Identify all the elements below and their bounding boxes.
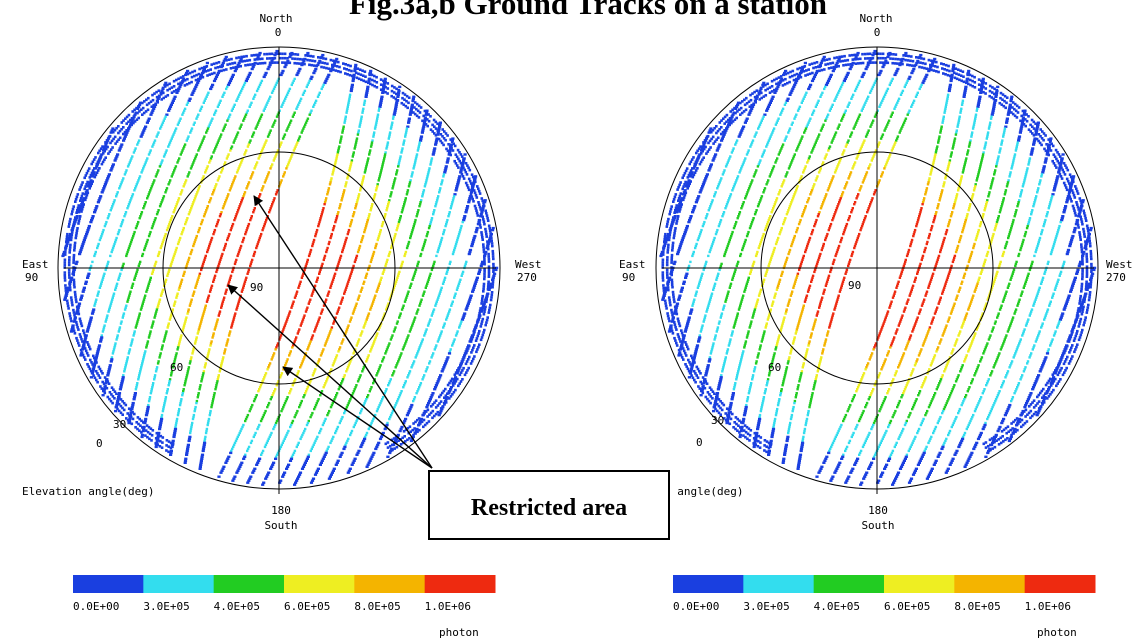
ring-label-90-a: 90: [250, 281, 263, 294]
colorbar-tick-label: 6.0E+05: [284, 600, 330, 613]
ring-label-90-b: 90: [848, 279, 861, 292]
colorbar-segment: [284, 575, 355, 593]
callout-arrow-1: [253, 195, 433, 469]
figure-title: Fig.3a,b Ground Tracks on a station: [349, 0, 827, 21]
polar-plot-a: North 0 East 90 West 270 180 South 90 60…: [22, 12, 542, 639]
colorbar-tick-label: 1.0E+06: [425, 600, 471, 613]
east-label-a: East: [22, 258, 49, 271]
colorbar-segment: [813, 575, 885, 593]
colorbar-segment: [1024, 575, 1096, 593]
east-label-b: East: [619, 258, 646, 271]
west-label-b: West: [1106, 258, 1133, 271]
ring-label-60-b: 60: [768, 361, 781, 374]
south-az-b: 180: [868, 504, 888, 517]
colorbar-segment: [424, 575, 496, 593]
colorbar-tick-label: 6.0E+05: [884, 600, 930, 613]
east-az-b: 90: [622, 271, 635, 284]
colorbar-segment: [73, 575, 144, 593]
colorbar-tick-label: 0.0E+00: [73, 600, 119, 613]
ground-tracks-b: [659, 49, 1097, 486]
colorbar-tick-label: 3.0E+05: [143, 600, 189, 613]
west-az-a: 270: [517, 271, 537, 284]
south-label-a: South: [264, 519, 297, 532]
west-az-b: 270: [1106, 271, 1126, 284]
colorbar-segment: [354, 575, 426, 593]
north-label-a: North: [259, 12, 292, 25]
colorbar-segment: [884, 575, 955, 593]
colorbar-tick-label: 8.0E+05: [954, 600, 1000, 613]
colorbar-segment: [143, 575, 215, 593]
north-label-b: North: [859, 12, 892, 25]
colorbar-segment: [743, 575, 815, 593]
callout-box: [428, 470, 670, 540]
colorbar-segment: [954, 575, 1026, 593]
ring-label-30-b: 30: [711, 414, 724, 427]
east-az-a: 90: [25, 271, 38, 284]
north-az-a: 0: [275, 26, 282, 39]
colorbar-unit-a: photon: [439, 626, 479, 639]
restricted-area-callout: Restricted area: [227, 195, 670, 540]
elevation-axis-label-a: Elevation angle(deg): [22, 485, 154, 498]
colorbar-segment: [673, 575, 744, 593]
callout-arrow-3: [282, 366, 433, 469]
colorbar-segment: [213, 575, 285, 593]
west-label-a: West: [515, 258, 542, 271]
colorbar-tick-label: 4.0E+05: [214, 600, 260, 613]
colorbar-a: 0.0E+00 3.0E+05 4.0E+05 6.0E+05 8.0E+05 1.0E+…: [73, 575, 496, 613]
colorbar-b: 0.0E+00 3.0E+05 4.0E+05 6.0E+05 8.0E+05 1.0E+…: [673, 575, 1096, 613]
ring-label-0-b: 0: [696, 436, 703, 449]
callout-arrow-2: [227, 284, 433, 469]
colorbar-tick-label: 1.0E+06: [1025, 600, 1071, 613]
polar-plot-b: North 0 East 90 West 270 180 South 90 60…: [611, 12, 1133, 639]
colorbar-tick-label: 8.0E+05: [354, 600, 400, 613]
south-label-b: South: [861, 519, 894, 532]
colorbar-tick-label: 4.0E+05: [814, 600, 860, 613]
colorbar-tick-label: 0.0E+00: [673, 600, 719, 613]
south-az-a: 180: [271, 504, 291, 517]
north-az-b: 0: [874, 26, 881, 39]
colorbar-unit-b: photon: [1037, 626, 1077, 639]
callout-label: Restricted area: [471, 495, 627, 521]
colorbar-tick-label: 3.0E+05: [743, 600, 789, 613]
ring-label-30-a: 30: [113, 418, 126, 431]
ring-label-60-a: 60: [170, 361, 183, 374]
ring-label-0-a: 0: [96, 437, 103, 450]
